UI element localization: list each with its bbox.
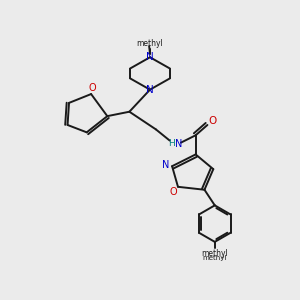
Text: O: O <box>170 187 177 197</box>
Text: methyl: methyl <box>201 249 228 258</box>
Text: O: O <box>208 116 217 126</box>
Text: N: N <box>146 85 154 95</box>
Text: N: N <box>175 139 182 148</box>
Text: methyl: methyl <box>202 255 227 261</box>
Text: N: N <box>146 52 154 62</box>
Text: N: N <box>162 160 169 170</box>
Text: O: O <box>89 83 96 93</box>
Text: methyl: methyl <box>136 39 164 48</box>
Text: H: H <box>168 139 175 148</box>
